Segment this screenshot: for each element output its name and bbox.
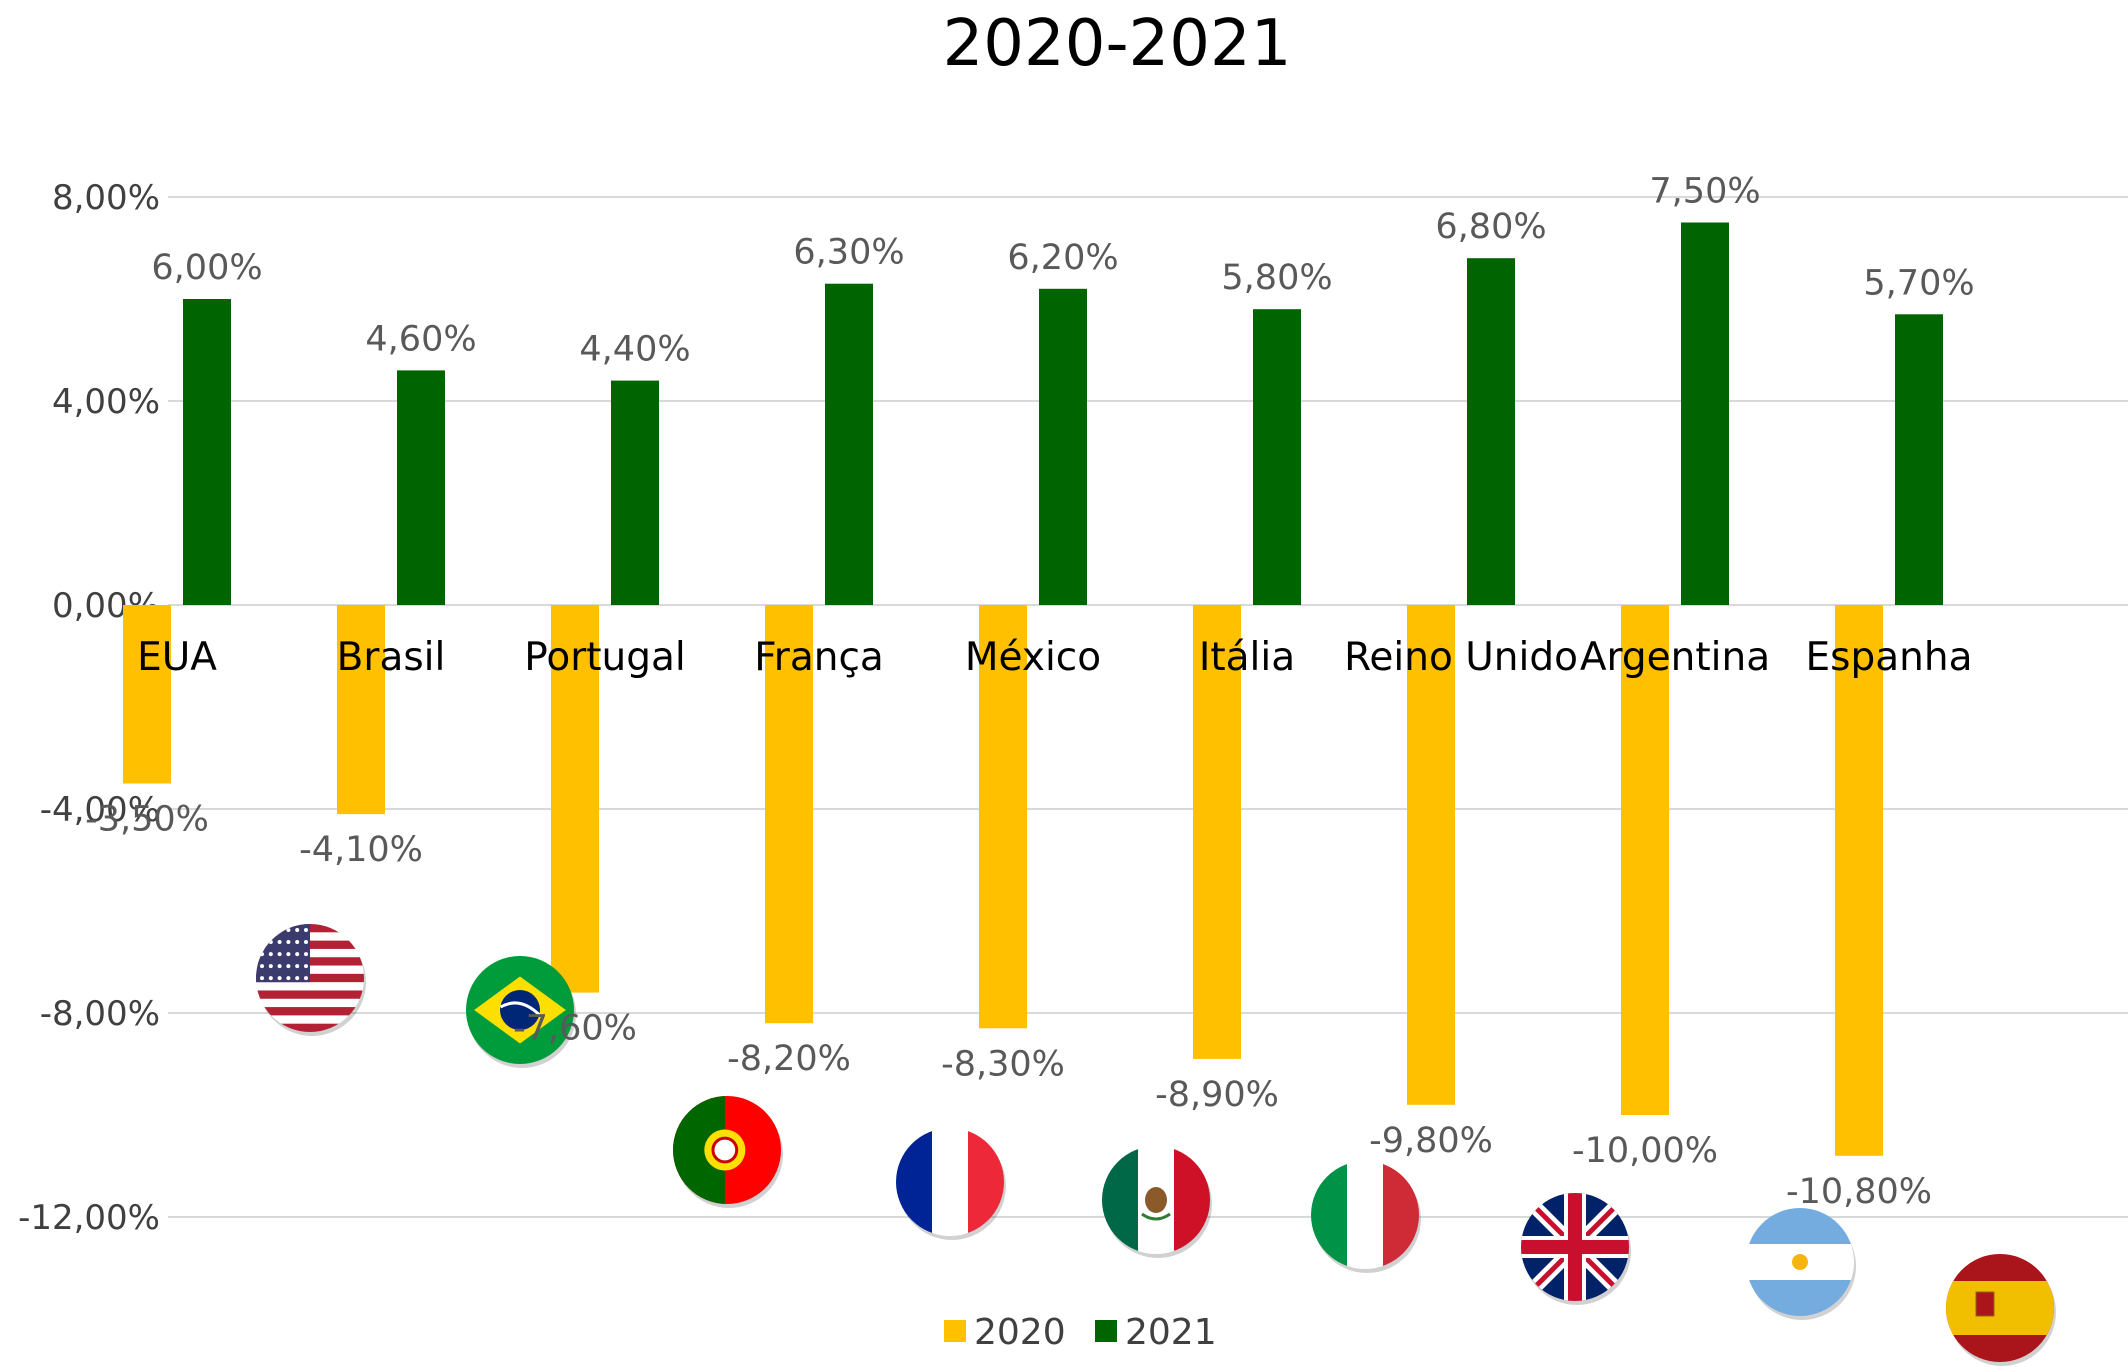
- spain-flag-icon: [1946, 1254, 2054, 1362]
- category-label: Espanha: [1806, 635, 1973, 680]
- bar-2020-6: [1407, 605, 1455, 1105]
- data-label-2020-5: -8,90%: [1155, 1075, 1279, 1115]
- category-label: México: [965, 635, 1101, 680]
- legend: 2020 2021: [944, 1312, 1217, 1353]
- data-label-2021-4: 6,20%: [1007, 238, 1118, 278]
- data-labels: -3,50% 6,00% -4,10% 4,60% -7,60% 4,40% -8,20% 6…: [85, 172, 1975, 1212]
- legend-swatch-2020: [944, 1320, 966, 1342]
- bar-2021-1: [397, 370, 445, 605]
- data-label-2020-0: -3,50%: [85, 800, 209, 840]
- category-label: EUA: [137, 635, 217, 680]
- y-tick-label: -8,00%: [40, 994, 160, 1034]
- bar-2020-4: [979, 605, 1027, 1029]
- italy-flag-icon: [1311, 1161, 1419, 1269]
- data-label-2020-3: -8,20%: [727, 1039, 851, 1079]
- bar-2021-5: [1253, 309, 1301, 605]
- brazil-flag-icon: [466, 956, 574, 1064]
- y-tick-label: 4,00%: [52, 382, 160, 422]
- uk-flag-icon: [1521, 1193, 1629, 1301]
- flags: [256, 924, 2056, 1366]
- category-label: França: [754, 635, 884, 680]
- bar-2020-5: [1193, 605, 1241, 1059]
- data-label-2020-4: -8,30%: [941, 1044, 1065, 1084]
- category-label: Itália: [1199, 635, 1295, 680]
- category-label: Reino Unido: [1344, 635, 1578, 680]
- bar-2020-8: [1835, 605, 1883, 1156]
- data-label-2021-8: 5,70%: [1863, 263, 1974, 303]
- data-label-2021-7: 7,50%: [1649, 172, 1760, 212]
- y-tick-label: -12,00%: [18, 1198, 160, 1238]
- bar-2021-0: [183, 299, 231, 605]
- portugal-flag-icon: [673, 1096, 781, 1204]
- bar-2020-7: [1621, 605, 1669, 1115]
- y-axis: 8,00%4,00%0,00%-4,00%-8,00%-12,00%: [18, 178, 160, 1238]
- bar-2021-8: [1895, 314, 1943, 605]
- bar-2021-3: [825, 283, 873, 605]
- bar-2021-7: [1681, 222, 1729, 605]
- legend-swatch-2021: [1095, 1320, 1117, 1342]
- data-label-2021-3: 6,30%: [793, 233, 904, 273]
- mexico-flag-icon: [1102, 1146, 1210, 1254]
- data-label-2021-0: 6,00%: [151, 248, 262, 288]
- data-label-2020-6: -9,80%: [1369, 1121, 1493, 1161]
- bar-2021-6: [1467, 258, 1515, 605]
- france-flag-icon: [896, 1128, 1004, 1236]
- bar-2020-2: [551, 605, 599, 993]
- data-label-2020-8: -10,80%: [1786, 1172, 1932, 1212]
- data-label-2020-2: -7,60%: [513, 1009, 637, 1049]
- category-label: Argentina: [1580, 635, 1770, 680]
- y-tick-label: -4,00%: [40, 790, 160, 830]
- category-label: Portugal: [524, 635, 686, 680]
- data-label-2020-7: -10,00%: [1572, 1131, 1718, 1171]
- category-labels: EUA Brasil Portugal França México Itália Reino…: [137, 635, 1972, 680]
- data-label-2021-1: 4,60%: [365, 319, 476, 359]
- usa-flag-icon: [256, 924, 364, 1032]
- category-label: Brasil: [337, 635, 446, 680]
- legend-label-2021: 2021: [1125, 1312, 1217, 1353]
- data-label-2020-1: -4,10%: [299, 830, 423, 870]
- data-label-2021-5: 5,80%: [1221, 258, 1332, 298]
- bar-2021-4: [1039, 288, 1087, 605]
- argentina-flag-icon: [1746, 1208, 1854, 1316]
- bar-2020-3: [765, 605, 813, 1024]
- data-label-2021-2: 4,40%: [579, 330, 690, 370]
- y-tick-label: 8,00%: [52, 178, 160, 218]
- bars: [123, 222, 1943, 1156]
- legend-label-2020: 2020: [974, 1312, 1066, 1353]
- bar-2021-2: [611, 380, 659, 605]
- data-label-2021-6: 6,80%: [1435, 207, 1546, 247]
- bar-2020-0: [123, 605, 171, 784]
- chart-title: 2020-2021: [943, 7, 1292, 81]
- bar-2020-1: [337, 605, 385, 815]
